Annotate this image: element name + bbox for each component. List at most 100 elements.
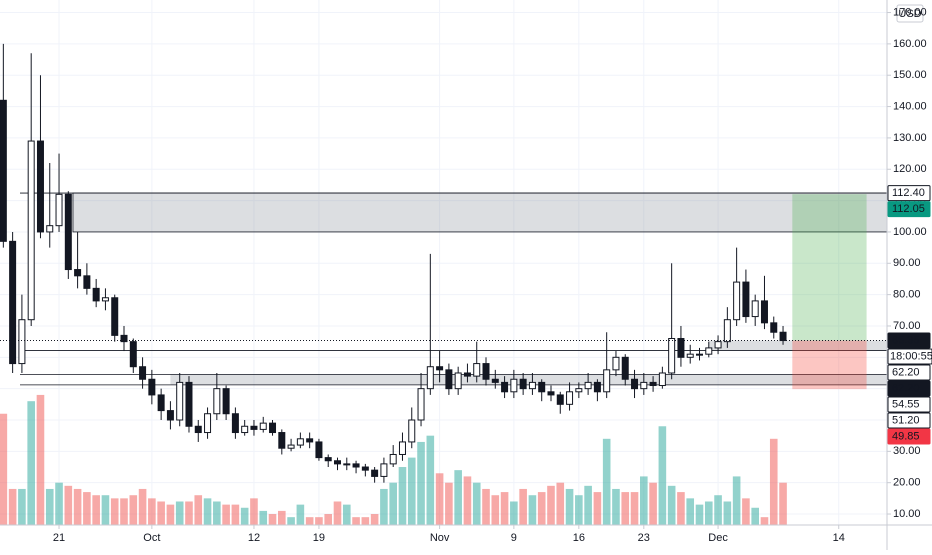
x-tick-label: 14: [833, 532, 845, 544]
candle-body: [779, 331, 787, 342]
volume-bar: [537, 492, 546, 525]
candle-body: [27, 140, 35, 321]
volume-bar: [278, 510, 286, 525]
volume-bar: [18, 488, 26, 525]
volume-bar: [779, 482, 787, 525]
volume-bar: [83, 492, 91, 525]
candle-body: [733, 281, 741, 321]
volume-bar: [398, 467, 407, 525]
volume-bar: [222, 504, 230, 525]
y-tick-label: 10.00: [893, 508, 921, 520]
price-label-box: [887, 332, 931, 349]
volume-bar: [240, 507, 249, 525]
y-tick-label: 170.00: [893, 6, 927, 18]
volume-bar: [370, 514, 379, 525]
candle-body: [566, 391, 574, 405]
volume-bar: [528, 495, 537, 525]
candle-body: [510, 378, 518, 393]
candle-body: [575, 388, 583, 393]
volume-bar: [704, 501, 713, 525]
volume-bar: [175, 501, 184, 525]
volume-bar: [612, 488, 620, 525]
volume-bar: [0, 413, 8, 525]
y-tick-label: 100.00: [893, 226, 927, 238]
candle-body: [18, 319, 26, 365]
candle-body: [742, 281, 750, 318]
volume-bar: [250, 498, 258, 525]
volume-bar: [547, 485, 555, 525]
volume-bar: [667, 485, 676, 525]
stop-zone: [792, 340, 867, 390]
x-tick-label: 23: [638, 532, 650, 544]
candle-body: [760, 300, 768, 324]
volume-bar: [649, 482, 657, 525]
plot: [0, 0, 888, 525]
candle-body: [0, 99, 7, 242]
price-label-box: [887, 364, 931, 381]
zone: [708, 340, 887, 351]
volume-bar: [194, 495, 203, 525]
currency-box[interactable]: [896, 4, 924, 23]
candle-body: [46, 225, 54, 233]
volume-bar: [296, 504, 305, 525]
volume-bar: [342, 504, 351, 525]
countdown: 18:00:55: [890, 350, 932, 362]
volume-bar: [621, 492, 630, 525]
volume-bar: [510, 501, 518, 525]
x-tick-label: 12: [248, 532, 260, 544]
candle-body: [36, 140, 44, 233]
volume-bar: [454, 470, 462, 525]
candle-body: [306, 438, 314, 443]
volume-bar: [760, 517, 769, 525]
volume-bar: [472, 482, 481, 525]
candle-body: [74, 269, 82, 277]
volume-bar: [695, 504, 704, 525]
candle-body: [185, 381, 193, 427]
volume-bar: [315, 517, 323, 525]
candle-body: [101, 297, 109, 302]
candle-body: [324, 457, 332, 462]
y-tick-label: 70.00: [893, 320, 921, 332]
candle-body: [9, 240, 17, 365]
candle-body: [259, 422, 267, 430]
volume-bar: [259, 510, 268, 525]
volume-bar: [426, 435, 435, 525]
candle-body: [129, 341, 137, 368]
candle-body: [696, 353, 704, 356]
x-tick-label: 9: [511, 532, 517, 544]
candle-body: [111, 297, 119, 336]
candle-body: [352, 463, 360, 468]
volume-bar: [445, 482, 453, 525]
zone: [72, 192, 888, 233]
volume-bar: [268, 514, 277, 525]
volume-bar: [686, 498, 695, 525]
volume-bar: [185, 501, 193, 525]
candle-body: [649, 381, 657, 387]
candle-body: [343, 463, 351, 466]
volume-bar: [92, 495, 100, 525]
candle-body: [621, 356, 629, 380]
candle-body: [705, 347, 713, 355]
price-label-box: [887, 428, 931, 445]
candle-body: [371, 469, 379, 477]
candle-body: [269, 422, 277, 434]
candle-body: [398, 441, 406, 455]
candle-body: [473, 363, 481, 377]
currency[interactable]: USD: [898, 8, 921, 20]
candle-body: [658, 372, 666, 387]
candle-body: [436, 366, 444, 371]
zone: [170, 374, 887, 385]
volume-bar: [723, 501, 732, 525]
candle-body: [231, 413, 239, 434]
candle-body: [556, 394, 564, 405]
candle-body: [55, 193, 63, 227]
y-tick-label: 30.00: [893, 445, 921, 457]
price-label-box: [887, 412, 931, 429]
volume-bar: [305, 517, 314, 525]
candle-body: [491, 378, 499, 383]
volume-bar: [519, 488, 527, 525]
volume-bar: [352, 517, 360, 525]
volume-bar: [380, 488, 388, 525]
candle-body: [631, 378, 639, 390]
